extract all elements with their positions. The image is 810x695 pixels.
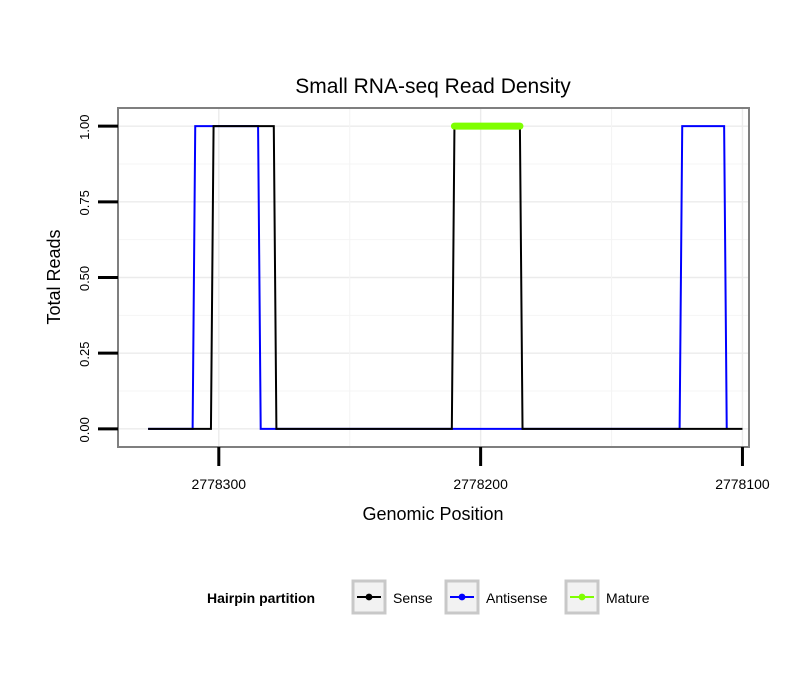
- series-line-sense: [148, 125, 743, 430]
- chart-title: Small RNA-seq Read Density: [295, 75, 571, 98]
- x-tick-label: 2778200: [453, 476, 508, 492]
- y-axis-label: Total Reads: [44, 229, 64, 324]
- legend-key-marker: [578, 593, 586, 601]
- y-tick-label: 0.25: [77, 342, 92, 367]
- series-line-antisense: [148, 125, 728, 430]
- legend-entries: Sense Antisense Mature: [351, 579, 650, 615]
- legend-label-antisense: Antisense: [486, 590, 548, 606]
- x-axis-label: Genomic Position: [362, 504, 503, 524]
- x-tick-label: 2778100: [715, 476, 770, 492]
- series-lines: [148, 122, 743, 430]
- legend-key-marker: [365, 593, 373, 601]
- y-tick-label: 0.75: [77, 190, 92, 215]
- legend-label-mature: Mature: [606, 590, 650, 606]
- y-tick-label: 0.50: [77, 266, 92, 291]
- legend-key-marker: [458, 593, 466, 601]
- legend-label-sense: Sense: [393, 590, 433, 606]
- legend-title: Hairpin partition: [207, 590, 315, 606]
- x-axis: 2778300 2778200 2778100: [192, 447, 770, 492]
- legend-key-box: [564, 579, 600, 615]
- y-tick-label: 1.00: [77, 115, 92, 140]
- plot-area: [117, 107, 750, 448]
- x-tick-label: 2778300: [192, 476, 247, 492]
- y-axis: 0.00 0.25 0.50 0.75 1.00: [77, 115, 118, 442]
- y-tick-label: 0.00: [77, 417, 92, 442]
- legend: Hairpin partition Sense Antisense Mature: [207, 579, 650, 615]
